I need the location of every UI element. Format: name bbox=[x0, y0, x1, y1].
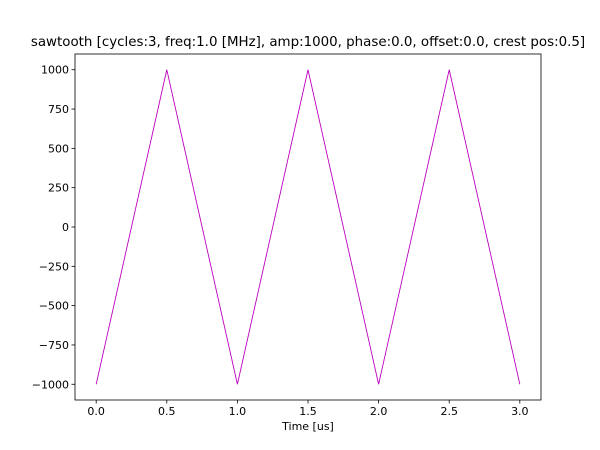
x-tick-label: 3.0 bbox=[511, 405, 529, 418]
plot-area: 0.0 0.5 1.0 1.5 2.0 2.5 3.0 −1000 −750 −500 −250 0 2… bbox=[32, 53, 542, 418]
y-tick-label: 500 bbox=[48, 142, 69, 155]
y-tick-label: −500 bbox=[39, 300, 69, 313]
x-tick-label: 1.0 bbox=[229, 405, 247, 418]
y-tick-label: 1000 bbox=[41, 64, 69, 77]
x-tick-label: 1.5 bbox=[299, 405, 317, 418]
chart-title: sawtooth [cycles:3, freq:1.0 [MHz], amp:… bbox=[31, 35, 585, 50]
y-tick-label: −250 bbox=[39, 260, 69, 273]
y-tick-label: 750 bbox=[48, 103, 69, 116]
x-tick-label: 0.0 bbox=[87, 405, 105, 418]
x-tick-label: 2.5 bbox=[440, 405, 458, 418]
y-tick-label: −1000 bbox=[32, 378, 69, 391]
y-tick-label: 250 bbox=[48, 182, 69, 195]
x-axis-label: Time [us] bbox=[281, 420, 334, 433]
y-tick-label: −750 bbox=[39, 339, 69, 352]
series-line-0 bbox=[95, 69, 521, 385]
x-tick-label: 2.0 bbox=[370, 405, 388, 418]
x-tick-label: 0.5 bbox=[158, 405, 176, 418]
y-tick-label: 0 bbox=[62, 221, 69, 234]
